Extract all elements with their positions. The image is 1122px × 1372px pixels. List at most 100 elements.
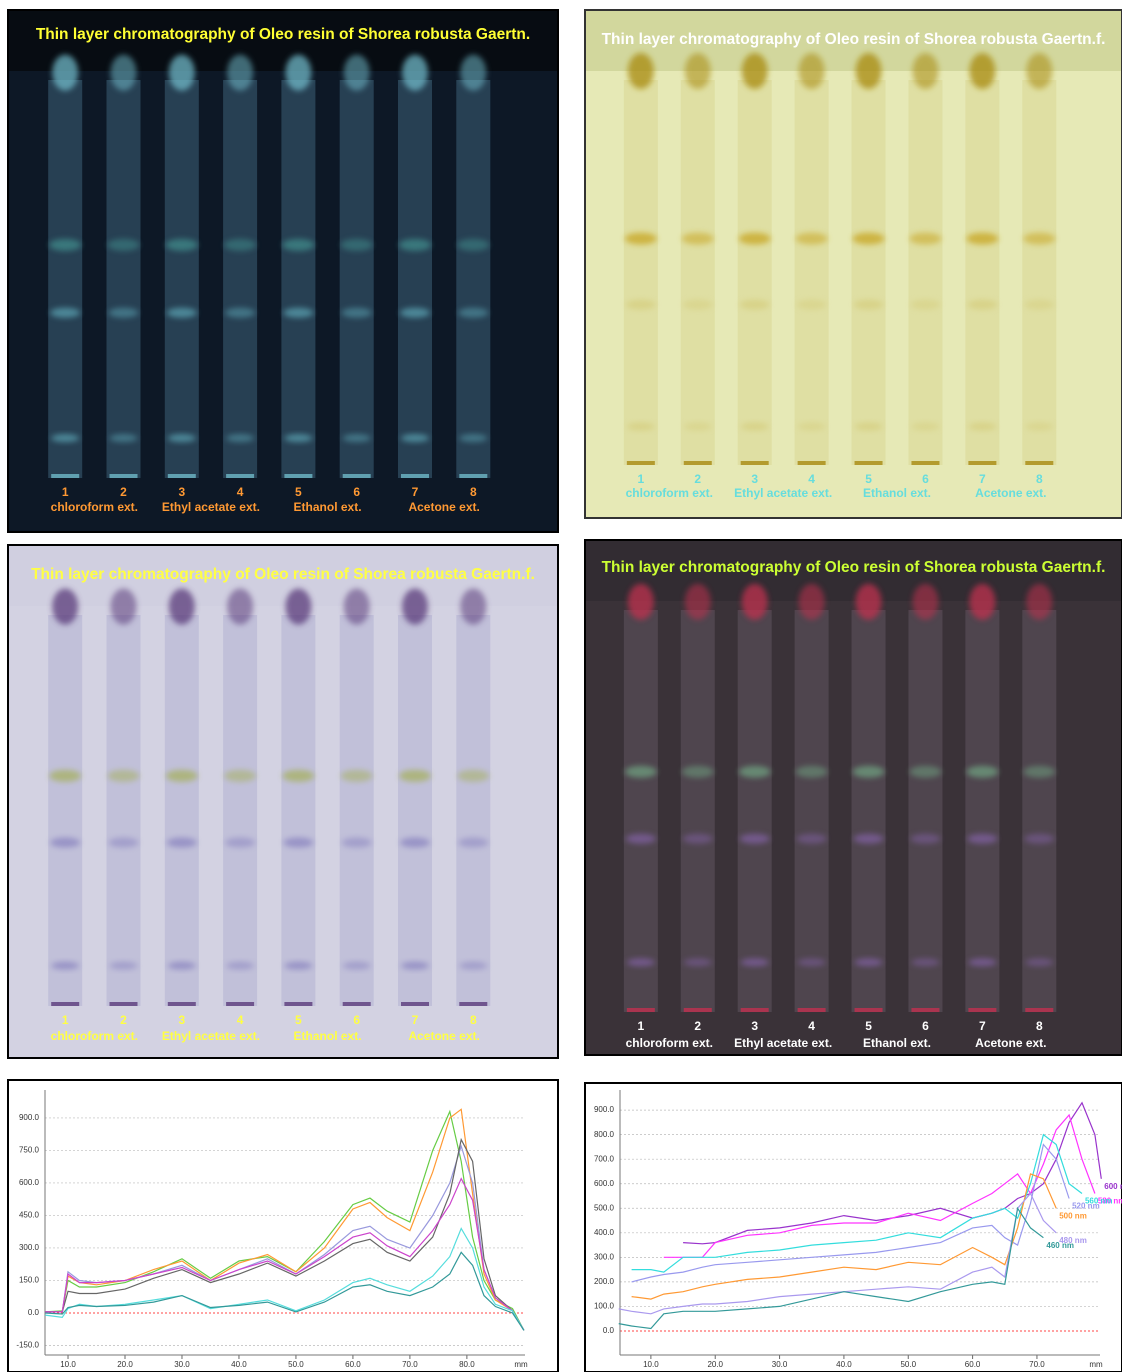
lane — [456, 615, 490, 1006]
spot — [168, 434, 196, 442]
lane-group-label: chloroform ext. — [626, 486, 713, 500]
lane-number: 4 — [237, 1013, 244, 1027]
spot — [1026, 53, 1052, 89]
x-unit: mm — [1089, 1360, 1103, 1369]
lane — [48, 615, 82, 1006]
spot — [226, 434, 254, 442]
y-tick-label: 750.0 — [19, 1146, 40, 1155]
lane-number: 4 — [237, 485, 244, 499]
spot — [968, 423, 996, 431]
origin-spot — [627, 461, 655, 465]
spot — [966, 233, 998, 245]
spot — [1023, 766, 1055, 778]
lane-group-label: Ethanol ext. — [294, 1029, 362, 1043]
spot — [741, 958, 769, 966]
spot — [855, 423, 883, 431]
y-tick-label: -150.0 — [16, 1341, 39, 1350]
lane — [795, 80, 829, 465]
spot — [910, 834, 940, 844]
spot — [284, 962, 312, 970]
spot — [799, 584, 825, 620]
spot — [966, 766, 998, 778]
lane — [340, 615, 374, 1006]
origin-spot — [459, 1002, 487, 1006]
spot — [342, 308, 372, 318]
spot — [796, 233, 828, 245]
lane-number: 1 — [62, 1013, 69, 1027]
spot — [969, 584, 995, 620]
spot — [797, 834, 827, 844]
spot — [740, 300, 770, 310]
spot — [109, 308, 139, 318]
spot — [626, 834, 656, 844]
series-label: 600 nm — [1104, 1182, 1122, 1191]
spot — [856, 584, 882, 620]
x-unit: mm — [514, 1360, 528, 1369]
lane-number: 3 — [178, 485, 185, 499]
origin-spot — [168, 474, 196, 478]
lane — [165, 80, 199, 478]
origin-spot — [51, 474, 79, 478]
lane-number: 4 — [808, 1019, 815, 1033]
lane-number: 7 — [412, 485, 419, 499]
spot — [799, 53, 825, 89]
spot — [343, 434, 371, 442]
x-tick-label: 70.0 — [1029, 1360, 1045, 1369]
lane-number: 2 — [120, 1013, 127, 1027]
page: 12345678chloroform ext.Ethyl acetate ext… — [0, 0, 1122, 1372]
origin-spot — [226, 474, 254, 478]
spot — [225, 308, 255, 318]
lane-group-label: Acetone ext. — [408, 500, 479, 514]
lane — [908, 610, 942, 1012]
spot — [1024, 300, 1054, 310]
lane-number: 3 — [751, 472, 758, 486]
x-tick-label: 30.0 — [174, 1360, 190, 1369]
origin-spot — [684, 1008, 712, 1012]
x-tick-label: 70.0 — [402, 1360, 418, 1369]
spot — [50, 308, 80, 318]
spot — [1024, 834, 1054, 844]
spot — [399, 239, 431, 251]
y-tick-label: 450.0 — [19, 1211, 40, 1220]
spot — [625, 766, 657, 778]
lane-group-label: Acetone ext. — [975, 1036, 1046, 1050]
y-tick-label: 800.0 — [594, 1130, 615, 1139]
spot — [50, 838, 80, 848]
lane — [965, 610, 999, 1012]
spot — [111, 55, 137, 91]
lane — [965, 80, 999, 465]
origin-spot — [741, 461, 769, 465]
lane — [1022, 610, 1056, 1012]
spot — [342, 838, 372, 848]
lane-number: 5 — [865, 472, 872, 486]
x-tick-label: 30.0 — [772, 1360, 788, 1369]
spot — [909, 233, 941, 245]
spot — [283, 838, 313, 848]
spot — [110, 434, 138, 442]
origin-spot — [684, 461, 712, 465]
origin-spot — [226, 1002, 254, 1006]
y-tick-label: 200.0 — [594, 1277, 615, 1286]
lane — [681, 80, 715, 465]
spot — [401, 434, 429, 442]
spot — [742, 584, 768, 620]
spot — [226, 962, 254, 970]
lane — [281, 615, 315, 1006]
y-tick-label: 0.0 — [28, 1308, 40, 1317]
spot — [282, 239, 314, 251]
lane-number: 6 — [353, 485, 360, 499]
spot — [457, 239, 489, 251]
spot — [284, 434, 312, 442]
origin-spot — [968, 1008, 996, 1012]
lane-number: 2 — [694, 472, 701, 486]
lane-group-label: Acetone ext. — [975, 486, 1046, 500]
spot — [168, 962, 196, 970]
origin-spot — [51, 1002, 79, 1006]
spot — [49, 239, 81, 251]
spot — [227, 589, 253, 625]
y-tick-label: 600.0 — [19, 1178, 40, 1187]
lane-number: 6 — [922, 472, 929, 486]
spot — [853, 233, 885, 245]
spot — [283, 308, 313, 318]
lane-group-label: Acetone ext. — [408, 1029, 479, 1043]
